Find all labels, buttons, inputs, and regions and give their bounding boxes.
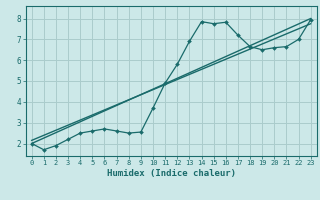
- X-axis label: Humidex (Indice chaleur): Humidex (Indice chaleur): [107, 169, 236, 178]
